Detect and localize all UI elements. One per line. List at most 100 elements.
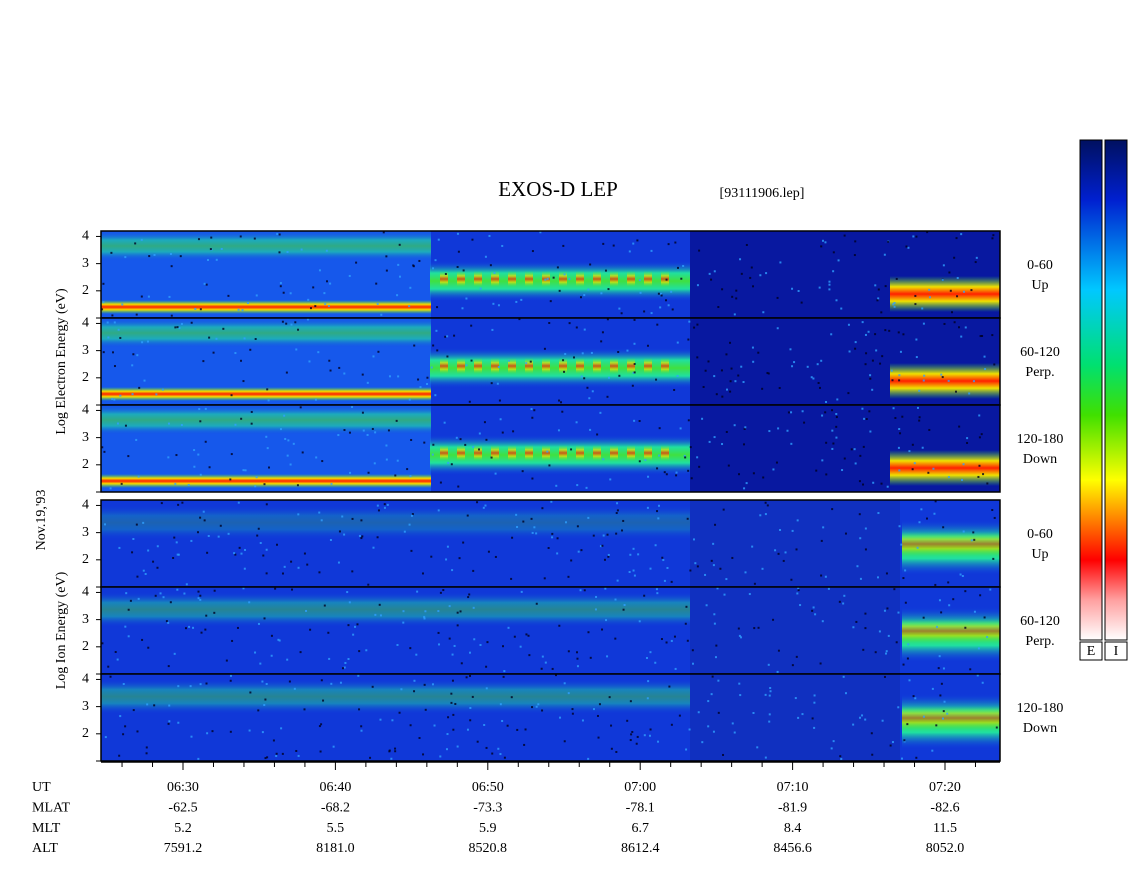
- spectrogram-speck: [643, 594, 646, 597]
- spectrogram-speck: [862, 648, 865, 651]
- spectrogram-speck: [270, 634, 273, 637]
- spectrogram-speck: [493, 271, 496, 274]
- spectrogram-speck: [821, 459, 824, 462]
- spectrogram-speck: [435, 329, 438, 332]
- spectrogram-speck: [905, 245, 908, 248]
- spectrogram-speck: [305, 609, 308, 612]
- spectrogram-speck: [768, 430, 771, 433]
- spectrogram-speck: [438, 643, 441, 646]
- spectrogram-speck: [841, 469, 844, 472]
- spectrogram-speck: [488, 234, 491, 237]
- spectrogram-speck: [318, 511, 321, 514]
- spectrogram-speck: [183, 592, 186, 595]
- spectrogram-speck: [144, 572, 147, 575]
- spectrogram-speck: [309, 307, 312, 310]
- spectrogram-speck: [915, 235, 918, 238]
- spectrogram-speck: [881, 355, 884, 358]
- spectrogram-speck: [211, 730, 214, 733]
- spectrogram-speck: [668, 685, 671, 688]
- spectrogram-speck: [472, 606, 475, 609]
- panel-label: 0-60: [1027, 527, 1053, 542]
- spectrogram-speck: [899, 432, 902, 435]
- spectrogram-speck: [633, 574, 636, 577]
- spectrogram-speck: [689, 569, 692, 572]
- spectrogram-speck: [723, 593, 726, 596]
- spectrogram-speck: [220, 247, 223, 250]
- y-tick-label: 2: [82, 639, 89, 654]
- spectrogram-speck: [635, 742, 638, 745]
- spectrogram-speck: [550, 500, 553, 503]
- spectrogram-speck: [541, 507, 544, 510]
- spectrogram-speck: [456, 265, 459, 268]
- spectrogram-speck: [137, 475, 140, 478]
- spectrogram-speck: [816, 363, 819, 366]
- spectrogram-speck: [893, 301, 896, 304]
- spectrogram-speck: [337, 434, 340, 437]
- spectrogram-speck: [215, 337, 218, 340]
- spectrogram-speck: [318, 269, 321, 272]
- spectrogram-speck: [210, 236, 213, 239]
- spectrogram-speck: [291, 588, 294, 591]
- spectrogram-speck: [859, 454, 862, 457]
- spectrogram-speck: [768, 694, 771, 697]
- spectrogram-speck: [255, 476, 258, 479]
- spectrogram-speck: [902, 333, 905, 336]
- spectrogram-speck: [602, 534, 605, 537]
- spectrogram-speck: [222, 327, 225, 330]
- spectrogram-speck: [632, 371, 635, 374]
- spectrogram-speck: [278, 639, 281, 642]
- spectrogram-speck: [448, 605, 451, 608]
- spectrogram-speck: [975, 256, 978, 259]
- spectrogram-speck: [102, 301, 105, 304]
- spectrogram-speck: [173, 652, 176, 655]
- spectrogram-speck: [439, 755, 442, 758]
- spectrogram-speck: [610, 724, 613, 727]
- spectrogram-speck: [136, 730, 139, 733]
- spectrogram-speck: [204, 440, 207, 443]
- spectrogram-speck: [563, 740, 566, 743]
- spectrogram-speck: [587, 288, 590, 291]
- spectrogram-speck: [412, 264, 415, 267]
- row-label: UT: [32, 780, 51, 795]
- spectrogram-speck: [264, 698, 267, 701]
- spectrogram-speck: [941, 717, 944, 720]
- spectrogram-speck: [124, 424, 127, 427]
- spectrogram-speck: [943, 700, 946, 703]
- spectrogram-speck: [892, 407, 895, 410]
- spectrogram-speck: [516, 728, 519, 731]
- spectrogram-speck: [629, 553, 632, 556]
- spectrogram-speck: [360, 729, 363, 732]
- spectrogram-speck: [447, 716, 450, 719]
- spectrogram-speck: [295, 749, 298, 752]
- spectrogram-speck: [938, 599, 941, 602]
- row-value: 6.7: [631, 821, 649, 836]
- spectrogram-speck: [665, 641, 668, 644]
- spectrogram-speck: [564, 521, 567, 524]
- spectrogram-speck: [822, 526, 825, 529]
- spectrogram-speck: [710, 559, 713, 562]
- spectrogram-speck: [638, 420, 641, 423]
- spectrogram-speck: [503, 756, 506, 759]
- spectrogram-speck: [199, 516, 202, 519]
- spectrogram-speck: [242, 469, 245, 472]
- spectrogram-speck: [140, 295, 143, 298]
- spectrogram-speck: [609, 478, 612, 481]
- spectrogram-speck: [685, 748, 688, 751]
- spectrogram-speck: [135, 523, 138, 526]
- spectrogram-speck: [185, 583, 188, 586]
- spectrogram-speck: [858, 513, 861, 516]
- spectrogram-speck: [656, 323, 659, 326]
- spectrogram-speck: [590, 351, 593, 354]
- spectrogram-speck: [820, 539, 823, 542]
- spectrogram-speck: [629, 739, 632, 742]
- spectrogram-speck: [740, 636, 743, 639]
- spectrogram-speck: [895, 277, 898, 280]
- spectrogram-speck: [935, 625, 938, 628]
- spectrogram-speck: [170, 314, 173, 317]
- spectrogram-speck: [912, 235, 915, 238]
- spectrogram-speck: [431, 683, 434, 686]
- spectrogram-band: [101, 679, 691, 714]
- spectrogram-speck: [949, 289, 952, 292]
- spectrogram-speck: [923, 374, 926, 377]
